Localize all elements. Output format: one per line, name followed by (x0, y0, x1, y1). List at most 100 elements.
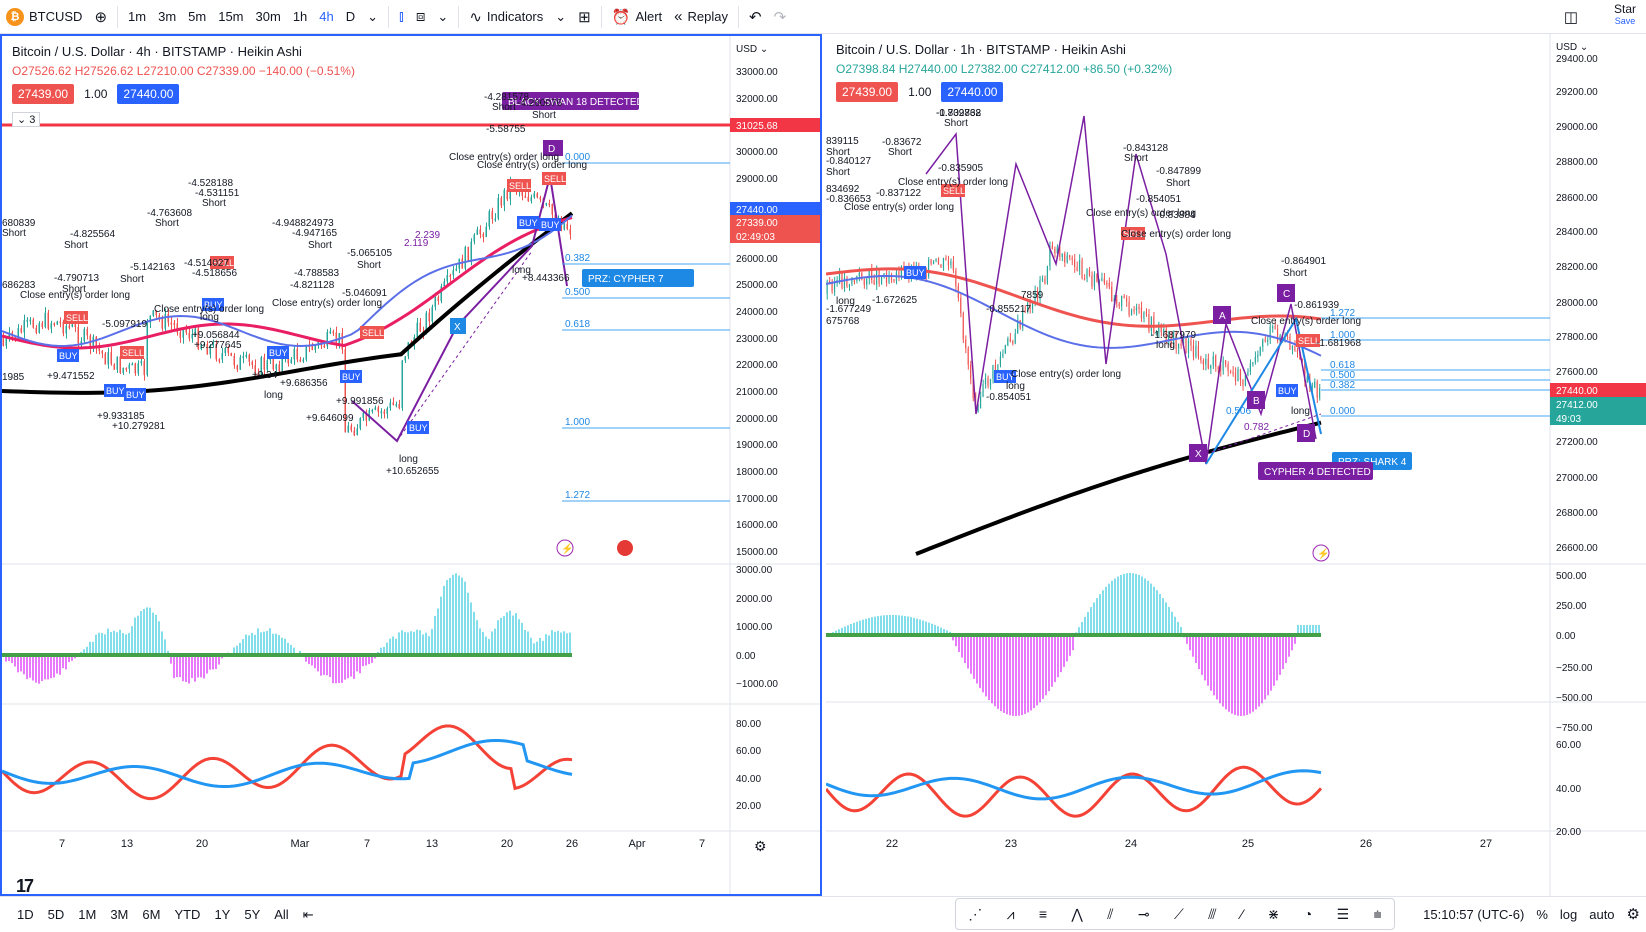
candle-body (1158, 323, 1160, 333)
timeframe-30m[interactable]: 30m (255, 9, 281, 24)
timeframe-15m[interactable]: 15m (218, 9, 244, 24)
macd-bar (398, 632, 400, 656)
candle-body (984, 377, 986, 385)
rsi-tick-label: 20.00 (1556, 827, 1581, 838)
candle-body (434, 297, 436, 307)
channel-tool-icon[interactable]: ⫽ (1107, 905, 1114, 922)
range-6m[interactable]: 6M (142, 907, 161, 922)
measure-icon[interactable]: ⩧ (1373, 905, 1382, 922)
range-1m[interactable]: 1M (78, 907, 97, 922)
macd-bar (1213, 635, 1215, 696)
macd-bar (904, 616, 906, 636)
timeframe-1m[interactable]: 1m (128, 9, 147, 24)
candle-body (898, 271, 900, 277)
trend-line-icon[interactable]: ⟋ (1173, 905, 1184, 922)
parallel-channel-icon[interactable]: ⫻ (1208, 905, 1217, 922)
candle-body (293, 348, 295, 360)
buy-signal-label: BUY (541, 220, 560, 230)
layout-button[interactable]: ◫ (1558, 0, 1584, 34)
date-range-icon[interactable]: ⇤ (302, 906, 314, 922)
redo-button[interactable]: ↷ (768, 0, 793, 34)
range-1y[interactable]: 1Y (214, 907, 231, 922)
chart-type-bars-button[interactable]: ⫾ (393, 0, 410, 34)
candle-body (982, 384, 984, 397)
candle-body (329, 331, 331, 334)
pattern-tool-icon[interactable]: ⋰ (968, 905, 983, 922)
zigzag-tool-icon[interactable]: ⩘ (1006, 905, 1015, 922)
chart-canvas-right[interactable]: USD ⌄29400.00 29200.00 29000.00 28800.00 286… (826, 34, 1646, 896)
symbol-search[interactable]: ₿ BTCUSD (0, 0, 88, 34)
save-layout-button[interactable]: Star Save (1614, 3, 1636, 27)
sell-price-button[interactable]: 27439.00 (836, 82, 899, 102)
log-toggle[interactable]: log (1559, 906, 1578, 922)
lines-tool-icon[interactable]: ≡ (1038, 906, 1048, 922)
indicator-collapse-toggle[interactable]: ⌄ 3 (12, 112, 41, 127)
macd-bar (898, 615, 900, 636)
indicators-dropdown[interactable]: ⌄ (549, 0, 572, 34)
chart-type-candles-button[interactable]: ⧈ (410, 0, 432, 34)
candle-body (545, 203, 547, 206)
indicators-button[interactable]: ∿ Indicators (463, 0, 549, 34)
macd-bar (386, 642, 388, 656)
range-5d[interactable]: 5D (47, 907, 65, 922)
macd-bar (434, 615, 436, 656)
chart-canvas-left[interactable]: USD ⌄33000.0032000.0030000.0029000.00260… (2, 36, 820, 894)
range-all[interactable]: All (274, 907, 289, 922)
settings-icon[interactable]: ⚙ (1626, 906, 1640, 923)
macd-bar (353, 655, 355, 679)
timeframe-5m[interactable]: 5m (188, 9, 207, 24)
candle-body (404, 356, 406, 361)
fib-level-label: 0.618 (1330, 360, 1355, 371)
candle-body (392, 402, 394, 405)
range-ytd[interactable]: YTD (174, 907, 201, 922)
price-tag-label: 27339.00 (736, 218, 778, 229)
candle-body (548, 203, 550, 206)
timeframe-4h[interactable]: 4h (319, 9, 334, 24)
macd-bar (1033, 635, 1035, 709)
timeframe-3m[interactable]: 3m (158, 9, 177, 24)
timeframe-d[interactable]: D (345, 9, 356, 24)
percent-toggle[interactable]: % (1536, 906, 1548, 922)
alert-button[interactable]: ⏰ Alert (606, 0, 668, 34)
divider (600, 5, 602, 28)
chart-type-dropdown[interactable]: ⌄ (431, 0, 454, 34)
candle-body (1296, 350, 1298, 353)
abcd-tool-icon[interactable]: ⋀ (1071, 905, 1083, 922)
candle-body (1217, 366, 1219, 370)
macd-bar (841, 627, 843, 636)
range-3m[interactable]: 3M (110, 907, 129, 922)
fib-level-label: 0.618 (565, 319, 590, 330)
fib-icon[interactable]: ☰ (1336, 905, 1350, 922)
macd-bar (197, 655, 199, 678)
chart-pane-right[interactable]: USD ⌄ 29400.00 29200.00 29000.00 28800.00 286… (826, 34, 1646, 896)
undo-button[interactable]: ↶ (743, 0, 768, 34)
range-1d[interactable]: 1D (17, 907, 34, 922)
horizontal-line-icon[interactable]: ⊸ (1137, 905, 1150, 922)
date-tick-label: 23 (1005, 838, 1017, 850)
candle-body (32, 319, 34, 328)
chart-pane-left[interactable]: USD ⌄ 33000.00 32000.00 30000.00 29000.00 260… (0, 34, 822, 896)
range-5y[interactable]: 5Y (244, 907, 261, 922)
pattern-point-marker (543, 140, 563, 156)
date-tick-label: 20 (501, 838, 513, 850)
macd-bar (1012, 635, 1014, 716)
buy-price-button[interactable]: 27440.00 (941, 82, 1004, 102)
trade-annotation: 680839 (2, 218, 36, 229)
sell-price-button[interactable]: 27439.00 (12, 84, 75, 104)
ray-icon[interactable]: ⁄ (1240, 906, 1244, 922)
replay-button[interactable]: « Replay (668, 0, 734, 34)
pattern-point-label: D (1303, 429, 1310, 440)
compare-button[interactable]: ⊕ (88, 0, 113, 34)
timeframe-1h[interactable]: 1h (292, 9, 308, 24)
buy-price-button[interactable]: 27440.00 (117, 84, 180, 104)
clock-time[interactable]: 15:10:57 (UTC-6) (1423, 906, 1525, 922)
timeframe-dropdown[interactable]: ⌄ (361, 0, 384, 34)
templates-button[interactable]: ⊞ (572, 0, 597, 34)
macd-bar (1066, 635, 1068, 662)
pitchfork-icon[interactable]: ⋇ (1267, 905, 1280, 922)
macd-bar (104, 634, 106, 656)
auto-toggle[interactable]: auto (1589, 906, 1615, 922)
gann-icon[interactable]: ◔ (1303, 906, 1313, 922)
candle-body (380, 411, 382, 414)
candle-body (152, 310, 154, 316)
